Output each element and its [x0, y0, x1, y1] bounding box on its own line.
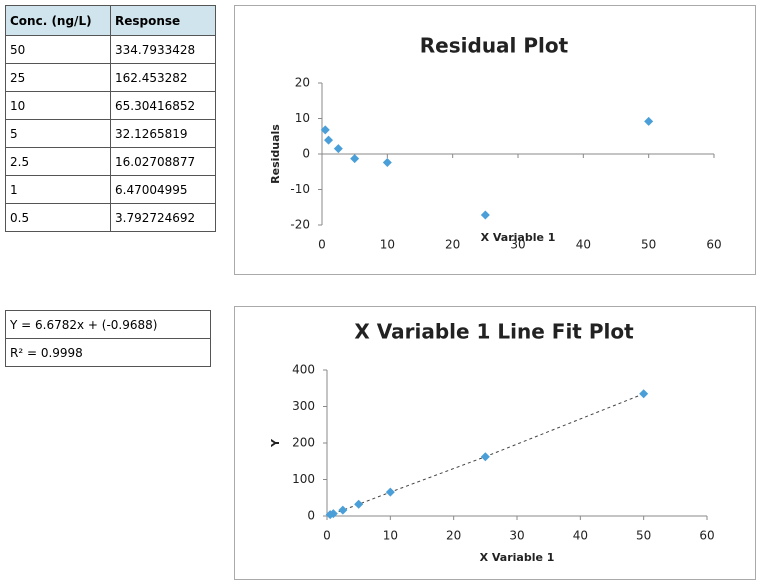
table-cell: 1: [5, 175, 111, 204]
table-row: 0.5 3.792724692: [5, 203, 216, 232]
y-tick-label: 200: [292, 436, 315, 450]
chart-frame: [234, 5, 756, 275]
x-tick-label: 20: [445, 238, 460, 252]
x-tick-label: 50: [641, 238, 656, 252]
table-row: 1 6.47004995: [5, 175, 216, 204]
table-row: 50 334.7933428: [5, 35, 216, 64]
chart-frame: [234, 306, 756, 580]
table-cell: 334.7933428: [110, 35, 216, 64]
x-tick-label: 60: [706, 238, 721, 252]
x-tick-label: 40: [573, 529, 588, 543]
data-point: [350, 154, 360, 164]
y-tick-label: 10: [295, 111, 310, 125]
data-point: [320, 125, 330, 135]
fit-table: Y = 6.6782x + (-0.9688) R² = 0.9998: [5, 310, 211, 367]
table-cell: 50: [5, 35, 111, 64]
y-tick-label: 0: [302, 147, 310, 161]
header-row: Conc. (ng/L) Response: [5, 5, 216, 36]
r-squared: R² = 0.9998: [5, 338, 211, 367]
table-cell: 65.30416852: [110, 91, 216, 120]
x-tick-label: 40: [576, 238, 591, 252]
table-cell: 162.453282: [110, 63, 216, 92]
table-row: 10 65.30416852: [5, 91, 216, 120]
x-tick-label: 10: [380, 238, 395, 252]
data-point: [382, 158, 392, 168]
data-point: [325, 510, 335, 520]
y-tick-label: 20: [295, 76, 310, 90]
chart-title: X Variable 1 Line Fit Plot: [354, 320, 634, 344]
x-tick-label: 0: [323, 529, 331, 543]
y-tick-label: -10: [290, 182, 310, 196]
header-cell: Response: [110, 5, 216, 36]
x-axis-label: X Variable 1: [480, 551, 555, 564]
data-point: [385, 487, 395, 497]
y-axis-label: Residuals: [269, 124, 282, 184]
table-cell: 10: [5, 91, 111, 120]
table-row: 25 162.453282: [5, 63, 216, 92]
x-tick-label: 50: [636, 529, 651, 543]
data-point: [354, 499, 364, 509]
table-row: 2.5 16.02708877: [5, 147, 216, 176]
y-tick-label: -20: [290, 218, 310, 232]
y-tick-label: 100: [292, 472, 315, 486]
table-cell: 3.792724692: [110, 203, 216, 232]
data-point: [644, 116, 654, 126]
y-tick-label: 400: [292, 363, 315, 377]
header-cell: Conc. (ng/L): [5, 5, 111, 36]
data-point: [324, 135, 334, 145]
data-point: [639, 389, 649, 399]
chart-title: Residual Plot: [420, 34, 569, 58]
x-tick-label: 30: [510, 238, 525, 252]
table-cell: 0.5: [5, 203, 111, 232]
x-axis-label: X Variable 1: [481, 231, 556, 244]
table-cell: 16.02708877: [110, 147, 216, 176]
x-tick-label: 60: [699, 529, 714, 543]
data-point: [480, 452, 490, 462]
table-cell: 6.47004995: [110, 175, 216, 204]
data-point: [333, 144, 343, 154]
table-cell: 5: [5, 119, 111, 148]
y-axis-label: Y: [269, 438, 282, 448]
y-tick-label: 0: [307, 509, 315, 523]
x-tick-label: 10: [383, 529, 398, 543]
x-tick-label: 0: [318, 238, 326, 252]
x-tick-label: 20: [446, 529, 461, 543]
data-table: Conc. (ng/L) Response 50 334.7933428 25 162…: [5, 5, 216, 232]
data-point: [480, 210, 490, 220]
y-tick-label: 300: [292, 399, 315, 413]
table-row: 5 32.1265819: [5, 119, 216, 148]
x-tick-label: 30: [509, 529, 524, 543]
data-point: [338, 505, 348, 515]
